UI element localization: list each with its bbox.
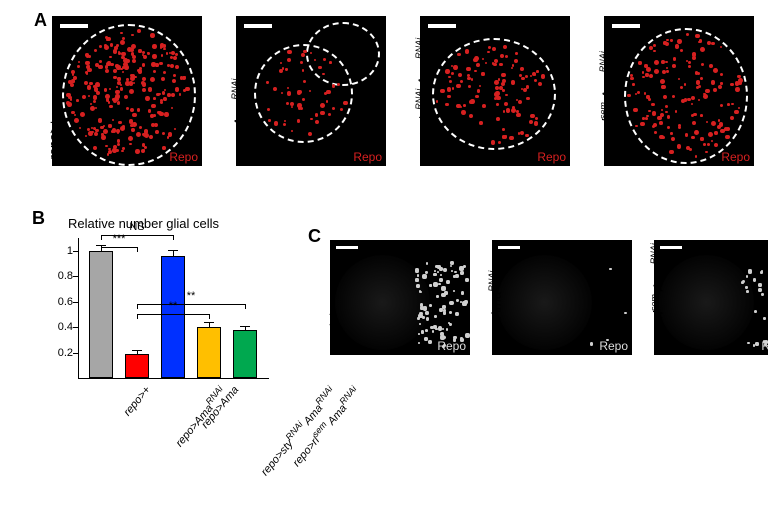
scale-bar bbox=[60, 24, 88, 28]
significance-label: ** bbox=[187, 290, 196, 302]
panel-b-label: B bbox=[32, 208, 45, 229]
lobe-outline bbox=[306, 22, 380, 86]
lobe-outline bbox=[624, 28, 748, 164]
panel-a-image: Repo bbox=[236, 16, 386, 166]
y-tick-label: 0.2 bbox=[58, 347, 73, 359]
stain-label: Repo bbox=[761, 339, 768, 353]
bar-chart: Relative number glial cells 0.20.40.60.8… bbox=[50, 220, 280, 480]
y-tick-label: 1 bbox=[67, 245, 73, 257]
scale-bar bbox=[336, 246, 358, 249]
genotype-label: repo>rlsem AmaRNAi bbox=[598, 51, 614, 160]
stain-label: Repo bbox=[721, 150, 750, 164]
bar bbox=[197, 327, 221, 378]
genotype-label: repo>rlsem AmaRNAi bbox=[649, 243, 665, 352]
panel-a-label: A bbox=[34, 10, 47, 31]
scale-bar bbox=[428, 24, 456, 28]
scale-bar bbox=[612, 24, 640, 28]
y-tick-label: 0.8 bbox=[58, 270, 73, 282]
scale-bar bbox=[244, 24, 272, 28]
bar bbox=[161, 256, 185, 378]
stain-label: Repo bbox=[599, 339, 628, 353]
panel-a-image: Repo bbox=[52, 16, 202, 166]
significance-label: ** bbox=[169, 300, 178, 312]
plot-area: 0.20.40.60.81repo>+repo>AmaRNAirepo>Amar… bbox=[78, 238, 269, 379]
bar bbox=[125, 354, 149, 378]
genotype-label: repo>+ bbox=[46, 119, 61, 160]
stain-label: Repo bbox=[353, 150, 382, 164]
significance-label: NS bbox=[129, 221, 144, 233]
panel-c-image: Repo bbox=[492, 240, 632, 355]
stain-label: Repo bbox=[537, 150, 566, 164]
scale-bar bbox=[498, 246, 520, 249]
figure: A Repo repo>+ Repo repo>AmaRNAi Repo repo>sty… bbox=[10, 10, 758, 510]
stain-label: Repo bbox=[169, 150, 198, 164]
panel-c-label: C bbox=[308, 226, 321, 247]
bar bbox=[89, 251, 113, 378]
x-tick-label: repo>+ bbox=[121, 384, 153, 418]
stain-label: Repo bbox=[437, 339, 466, 353]
genotype-label: repo>AmaRNAi bbox=[230, 79, 246, 160]
y-tick-label: 0.6 bbox=[58, 296, 73, 308]
panel-c-image: Repo bbox=[654, 240, 768, 355]
genotype-label: repo>styRNAi AmaRNAi bbox=[414, 38, 430, 160]
genotype-label: repo>+ bbox=[325, 311, 340, 352]
genotype-label: repo>AmaRNAi bbox=[487, 271, 503, 352]
bar bbox=[233, 330, 257, 378]
panel-c-image: Repo bbox=[330, 240, 470, 355]
panel-a-image: Repo bbox=[604, 16, 754, 166]
significance-label: *** bbox=[113, 233, 126, 245]
panel-a-image: Repo bbox=[420, 16, 570, 166]
y-tick-label: 0.4 bbox=[58, 321, 73, 333]
